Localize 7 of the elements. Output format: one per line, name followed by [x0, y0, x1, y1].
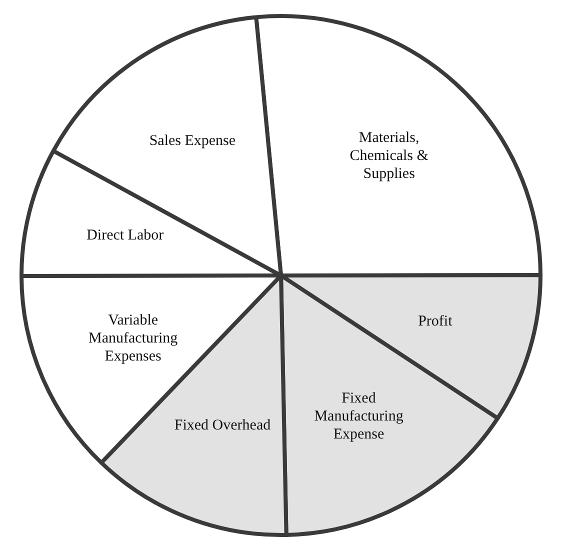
slice-label: Sales Expense	[149, 133, 236, 150]
slice-label: Profit	[418, 314, 454, 330]
slice-label: Direct Labor	[86, 228, 164, 244]
slice-label: Materials, Chemicals & Supplies	[350, 130, 429, 182]
slice-label: Fixed Manufacturing Expense	[314, 390, 404, 442]
slice-label: Variable Manufacturing Expenses	[88, 312, 178, 365]
slice-label: Fixed Overhead	[174, 417, 272, 434]
